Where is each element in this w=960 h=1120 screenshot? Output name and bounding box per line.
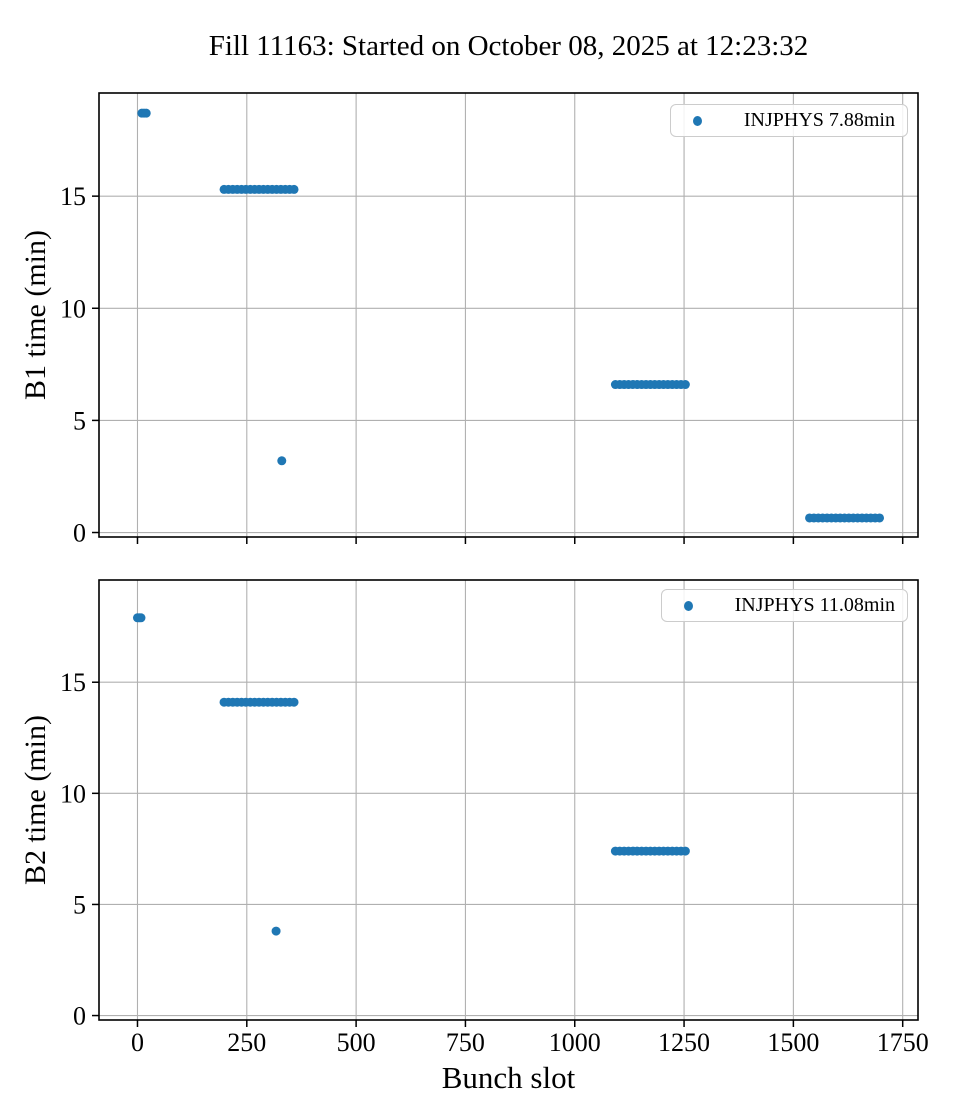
legend-b2-label: INJPHYS 11.08min <box>734 594 895 616</box>
x-tick-label: 750 <box>446 1028 485 1057</box>
data-point <box>277 456 287 466</box>
data-point <box>136 613 146 623</box>
x-tick-label: 1000 <box>549 1028 601 1057</box>
data-point <box>141 108 151 118</box>
axes-spines <box>98 92 919 538</box>
b2-y-axis-label: B2 time (min) <box>19 715 52 885</box>
x-tick-label: 500 <box>337 1028 376 1057</box>
x-tick-label: 1500 <box>767 1028 819 1057</box>
data-point <box>289 184 299 194</box>
x-tick-label: 0 <box>131 1028 144 1057</box>
legend-b1: INJPHYS 7.88min <box>669 104 908 137</box>
y-tick-label: 10 <box>60 294 86 323</box>
y-tick-label: 0 <box>73 1002 86 1031</box>
x-axis-label: Bunch slot <box>441 1060 576 1095</box>
y-tick-label: 0 <box>73 519 86 548</box>
y-tick-label: 15 <box>60 182 86 211</box>
y-tick-label: 15 <box>60 668 86 697</box>
data-point <box>875 513 885 523</box>
y-tick-label: 10 <box>60 779 86 808</box>
b1-y-axis-label: B1 time (min) <box>19 230 52 400</box>
data-point <box>289 697 299 707</box>
y-tick-label: 5 <box>73 406 86 435</box>
legend-marker-icon <box>692 115 702 126</box>
legend-marker-icon <box>683 600 693 611</box>
figure-title: Fill 11163: Started on October 08, 2025 … <box>208 30 809 62</box>
x-tick-label: 1250 <box>658 1028 710 1057</box>
x-tick-label: 250 <box>227 1028 266 1057</box>
x-tick-label: 1750 <box>877 1028 929 1057</box>
legend-b1-label: INJPHYS 7.88min <box>743 109 895 131</box>
legend-b2: INJPHYS 11.08min <box>660 589 908 622</box>
data-point <box>680 846 690 856</box>
y-tick-label: 5 <box>73 890 86 919</box>
axes-spines <box>98 579 919 1021</box>
data-point <box>271 926 281 936</box>
data-point <box>680 380 690 390</box>
